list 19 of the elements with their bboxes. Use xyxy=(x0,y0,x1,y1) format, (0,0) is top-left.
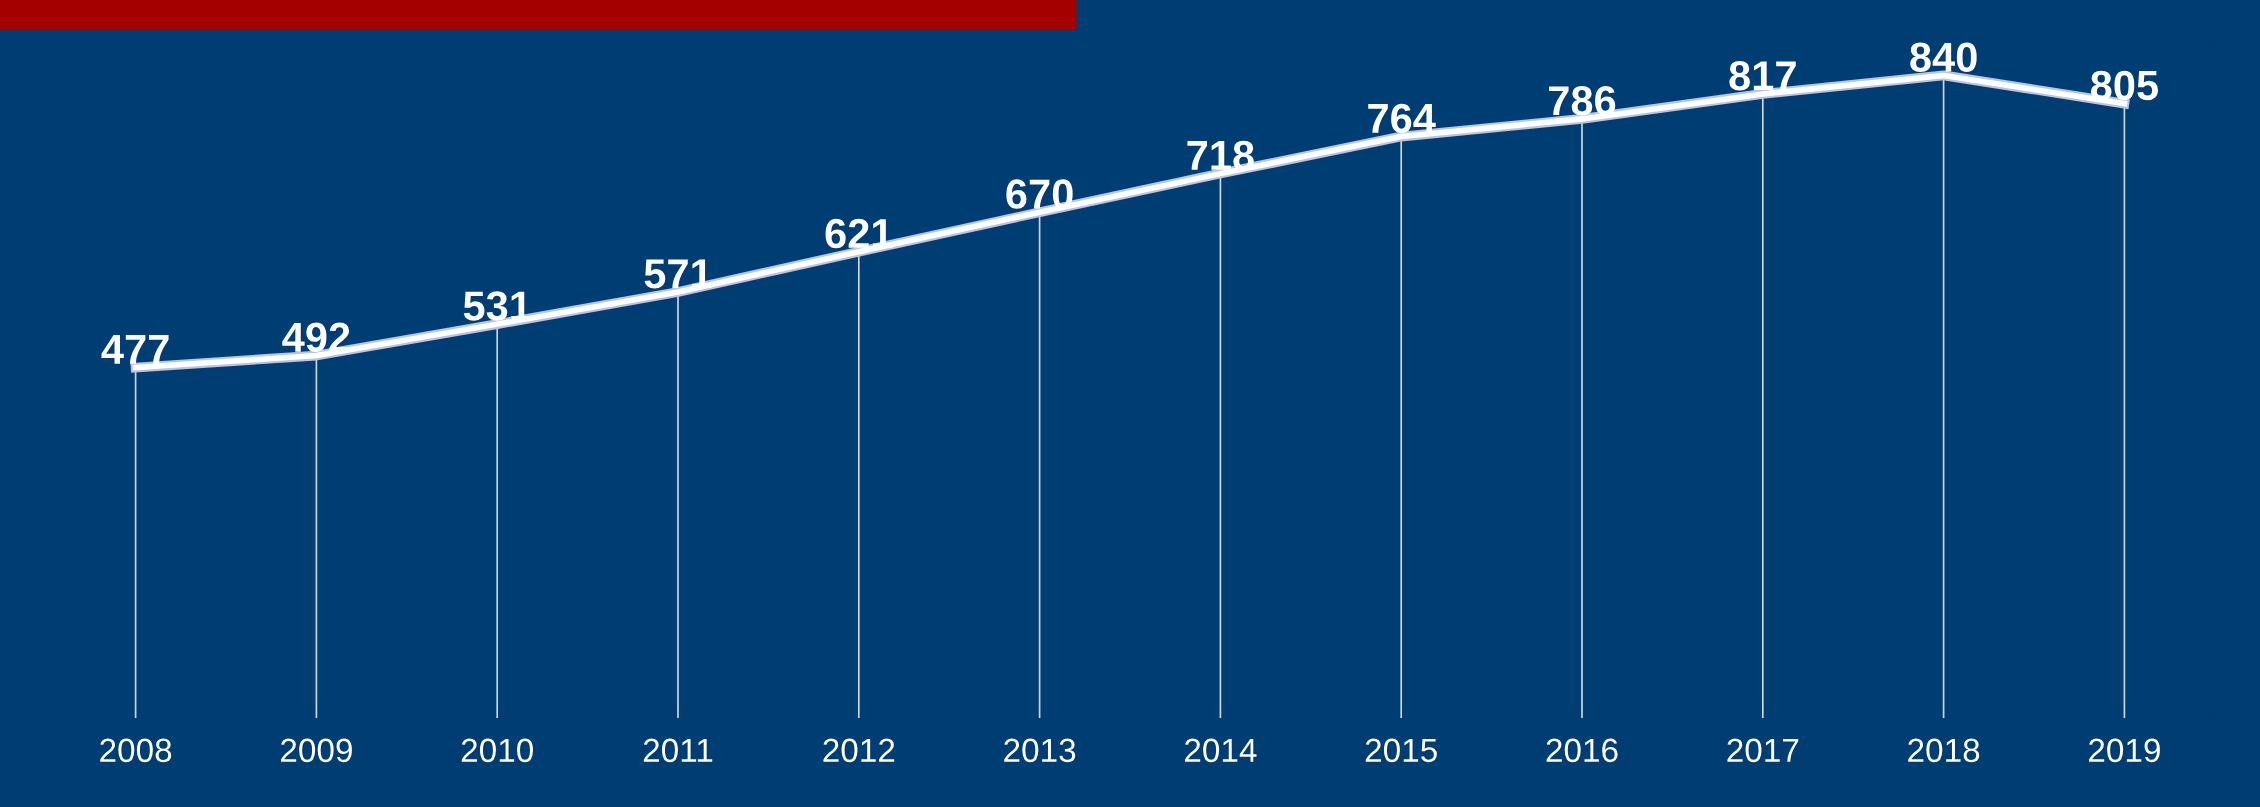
x-tick-label: 2019 xyxy=(2089,738,2160,763)
data-label: 670 xyxy=(1006,179,1073,209)
x-tick-label: 2017 xyxy=(1727,738,1799,763)
x-tick-label: 2012 xyxy=(823,738,895,763)
x-tick-label: 2010 xyxy=(461,738,533,763)
x-tick-label: 2008 xyxy=(100,738,172,763)
data-label: 477 xyxy=(101,335,169,364)
data-label: 817 xyxy=(1729,61,1796,91)
data-label: 840 xyxy=(1910,42,1977,72)
data-label: 805 xyxy=(2090,70,2158,101)
x-tick-label: 2018 xyxy=(1908,738,1980,763)
x-tick-label: 2011 xyxy=(643,738,713,763)
data-label: 764 xyxy=(1368,103,1436,134)
x-tick-label: 2015 xyxy=(1365,738,1437,763)
x-tick-label: 2014 xyxy=(1185,738,1257,763)
data-label: 786 xyxy=(1549,85,1616,116)
x-tick-label: 2009 xyxy=(281,738,352,763)
x-tick-label: 2016 xyxy=(1546,738,1618,763)
x-tick-label: 2013 xyxy=(1004,738,1076,763)
